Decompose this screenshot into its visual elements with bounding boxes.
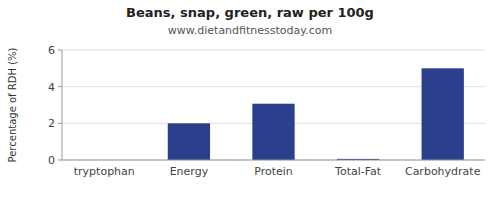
subtitle: www.dietandfitnesstoday.com [168, 24, 332, 37]
bars [168, 68, 464, 160]
tick-label: 6 [48, 44, 55, 57]
tick-label: Carbohydrate [405, 165, 481, 178]
tick-label: 2 [48, 117, 55, 130]
grid-line [62, 160, 485, 161]
tick-label: tryptophan [74, 165, 135, 178]
x-axis-line [62, 160, 485, 161]
tick [58, 50, 62, 51]
tick-label: Energy [170, 165, 209, 178]
title: Beans, snap, green, raw per 100g [126, 5, 374, 20]
tick [58, 123, 62, 124]
y-axis-label: Percentage of RDH (%) [7, 47, 18, 162]
chart: Beans, snap, green, raw per 100g www.diet… [0, 0, 500, 200]
tick-label: 4 [48, 81, 55, 94]
tick-label: Protein [254, 165, 293, 178]
y-axis: 0 2 4 6 [48, 44, 485, 167]
bar [422, 68, 464, 160]
tick [58, 160, 62, 161]
tick [58, 86, 62, 87]
bar [252, 104, 294, 160]
bar [168, 123, 210, 160]
x-axis: tryptophan Energy Protein Total-Fat Carbohyd… [74, 165, 481, 178]
tick-label: Total-Fat [334, 165, 382, 178]
y-axis-line [62, 50, 63, 160]
tick-label: 0 [48, 154, 55, 167]
grid-line [62, 50, 485, 51]
